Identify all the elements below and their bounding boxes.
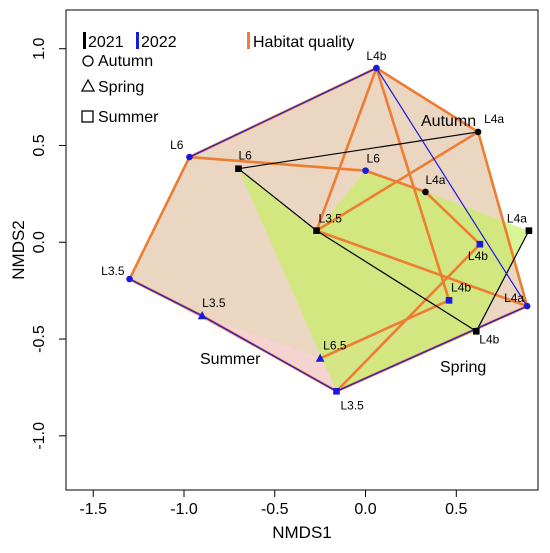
habitat-line xyxy=(188,155,367,172)
year-2021-line xyxy=(316,230,477,332)
year-2021-line xyxy=(475,230,530,332)
year-2022-lines xyxy=(129,67,528,392)
legend-2021-swatch xyxy=(83,32,86,49)
autumn-point xyxy=(362,167,369,174)
summer-point xyxy=(445,297,453,304)
legend: 2021 2022 Habitat quality Autumn Spring … xyxy=(80,32,354,126)
point-label: L6.5 xyxy=(323,338,347,352)
x-tick-label: 0.0 xyxy=(354,501,376,518)
summer-point xyxy=(333,387,340,395)
y-tick-label: 0.5 xyxy=(31,134,48,156)
spring-point xyxy=(315,353,325,362)
x-tick-label: -0.5 xyxy=(261,501,289,518)
habitat-line xyxy=(318,299,451,360)
point-markers xyxy=(126,64,533,395)
autumn-point xyxy=(523,302,531,310)
legend-2022-swatch xyxy=(136,32,139,49)
spring-hull xyxy=(238,168,529,392)
legend-summer-square-icon xyxy=(81,110,94,123)
legend-habitat-swatch xyxy=(247,32,250,49)
region-label-spring: Spring xyxy=(440,359,486,376)
y-tick-label: 1.0 xyxy=(31,37,48,59)
year-2021-lines xyxy=(238,131,530,332)
year-2022-line xyxy=(375,67,528,307)
x-axis-label: NMDS1 xyxy=(272,523,332,542)
point-label: L4a xyxy=(484,112,504,126)
point-label: L4b xyxy=(366,49,386,63)
habitat-line xyxy=(476,130,529,308)
point-label-group: L4b L4a L6 L6 L4a L3.5 L6 L3.5 L4a L4b L4b L4b L3.5 L… xyxy=(101,49,527,412)
point-label: L6 xyxy=(238,149,252,163)
legend-autumn-label: Autumn xyxy=(98,53,153,70)
autumn-point xyxy=(474,128,482,136)
y-tick-label: -0.5 xyxy=(31,325,48,353)
autumn-point xyxy=(373,64,380,72)
year-2022-line xyxy=(336,305,528,392)
legend-2021-label: 2021 xyxy=(88,34,124,51)
legend-summer-label: Summer xyxy=(98,109,159,126)
legend-2022-label: 2022 xyxy=(141,34,177,51)
point-label: L4a xyxy=(425,173,445,187)
legend-spring-label: Spring xyxy=(98,79,144,96)
year-2021-line xyxy=(238,131,479,170)
y-tick-label: -1.0 xyxy=(31,422,48,450)
point-label: L6 xyxy=(367,152,381,166)
point-label: L6 xyxy=(170,138,184,152)
point-label: L4b xyxy=(468,249,488,263)
year-2022-line xyxy=(129,278,203,317)
point-label: L4a xyxy=(507,212,527,226)
summer-point xyxy=(313,227,320,234)
year-2022-line xyxy=(201,315,337,392)
habitat-line xyxy=(375,66,480,134)
point-label: L4a xyxy=(504,291,524,305)
autumn-point xyxy=(422,188,429,196)
legend-habitat-label: Habitat quality xyxy=(253,34,354,51)
habitat-line xyxy=(315,229,529,308)
summer-point xyxy=(472,327,480,335)
year-2022-line xyxy=(189,67,377,158)
y-axis: -1.0 -0.5 0.0 0.5 1.0 xyxy=(31,37,67,450)
autumn-point xyxy=(126,275,133,283)
point-label: L3.5 xyxy=(202,296,226,310)
habitat-line xyxy=(128,155,191,281)
point-label: L3.5 xyxy=(319,212,343,226)
summer-point xyxy=(476,240,484,248)
year-2021-line xyxy=(238,168,317,232)
habitat-line xyxy=(375,66,451,302)
summer-point xyxy=(525,227,533,234)
x-tick-label: -1.0 xyxy=(170,501,198,518)
region-label-summer: Summer xyxy=(200,351,261,368)
y-tick-label: 0.0 xyxy=(31,231,48,253)
x-axis: -1.5 -1.0 -0.5 0.0 0.5 xyxy=(79,489,468,518)
autumn-point xyxy=(186,153,193,161)
legend-autumn-circle-icon xyxy=(82,55,94,67)
point-label: L4b xyxy=(479,332,499,346)
habitat-line xyxy=(424,190,482,246)
x-tick-label: -1.5 xyxy=(79,501,107,518)
region-label-autumn: Autumn xyxy=(421,113,476,130)
point-label: L3.5 xyxy=(340,398,364,412)
legend-spring-triangle-icon xyxy=(80,78,96,92)
point-label: L4b xyxy=(451,280,471,294)
habitat-line xyxy=(315,130,480,232)
summer-point xyxy=(235,165,242,173)
spring-point xyxy=(197,311,207,320)
y-axis-label: NMDS2 xyxy=(9,220,28,280)
x-tick-label: 0.5 xyxy=(445,501,467,518)
point-label: L3.5 xyxy=(101,264,125,278)
habitat-line xyxy=(315,66,378,232)
